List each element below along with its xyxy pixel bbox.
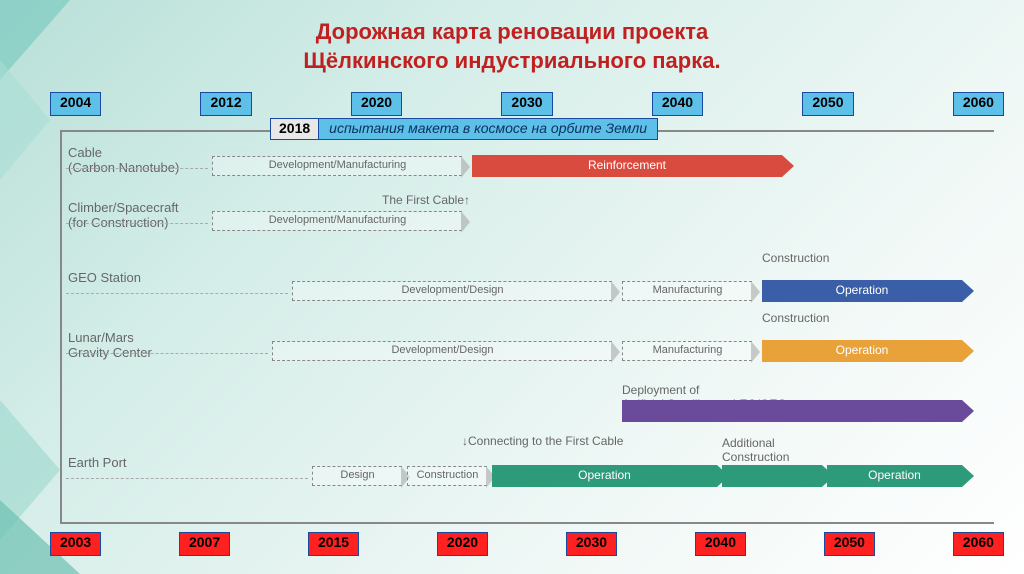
- row-label: Earth Port: [68, 456, 198, 471]
- annotation: The First Cable↑: [382, 193, 470, 207]
- phase-dashed: Design: [312, 466, 402, 486]
- phase-dashed: Manufacturing: [622, 281, 752, 301]
- annotation: ↓Connecting to the First Cable: [462, 434, 623, 448]
- bottom-year: 2050: [824, 532, 875, 556]
- gantt-chart: Cable(Carbon Nanotube) Development/Manufa…: [60, 130, 994, 524]
- phase-solid: [722, 465, 822, 487]
- phase-solid: Operation: [762, 280, 962, 302]
- bottom-year-axis: 2003 2007 2015 2020 2030 2040 2050 2060: [50, 532, 1004, 556]
- bottom-year: 2060: [953, 532, 1004, 556]
- gantt-row: Earth Port↓Connecting to the First Cable…: [62, 452, 994, 512]
- phase-dashed: Construction: [407, 466, 487, 486]
- phase-dashed: Development/Manufacturing: [212, 156, 462, 176]
- phase-solid: Operation: [762, 340, 962, 362]
- overlay-year: 2018: [270, 118, 319, 140]
- top-year: 2030: [501, 92, 552, 116]
- gantt-row: GEO Station Construction Development/Desig…: [62, 267, 994, 327]
- gantt-row: Cable(Carbon Nanotube) Development/Manufa…: [62, 142, 994, 202]
- top-year: 2040: [652, 92, 703, 116]
- row-label: Lunar/MarsGravity Center: [68, 331, 198, 361]
- phase-dashed: Development/Design: [292, 281, 612, 301]
- phase-solid: Reinforcement: [472, 155, 782, 177]
- top-year: 2020: [351, 92, 402, 116]
- gantt-row: Climber/Spacecraft(for Construction)The …: [62, 197, 994, 257]
- row-label: Cable(Carbon Nanotube): [68, 146, 198, 176]
- bottom-year: 2007: [179, 532, 230, 556]
- bottom-year: 2030: [566, 532, 617, 556]
- slide-title: Дорожная карта реновации проекта Щёлкинс…: [0, 0, 1024, 75]
- bottom-year: 2020: [437, 532, 488, 556]
- top-year: 2012: [200, 92, 251, 116]
- row-label: GEO Station: [68, 271, 198, 286]
- row-label: Climber/Spacecraft(for Construction): [68, 201, 198, 231]
- overlay-note: испытания макета в космосе на орбите Зем…: [319, 118, 658, 140]
- phase-solid: Operation: [492, 465, 717, 487]
- annotation: AdditionalConstruction: [722, 436, 789, 464]
- annotation: Construction: [762, 251, 829, 265]
- title-line-2: Щёлкинского индустриального парка.: [303, 48, 720, 73]
- bottom-year: 2015: [308, 532, 359, 556]
- title-line-1: Дорожная карта реновации проекта: [316, 19, 709, 44]
- top-year: 2004: [50, 92, 101, 116]
- bottom-year: 2040: [695, 532, 746, 556]
- gantt-row: Lunar/MarsGravity CenterConstructionDeve…: [62, 327, 994, 387]
- top-year: 2060: [953, 92, 1004, 116]
- phase-dashed: Development/Design: [272, 341, 612, 361]
- phase-solid: [622, 400, 962, 422]
- top-year-axis: 2004 2012 2020 2030 2040 2050 2060: [50, 92, 1004, 116]
- phase-solid: Operation: [827, 465, 962, 487]
- phase-dashed: Manufacturing: [622, 341, 752, 361]
- overlay-2018: 2018 испытания макета в космосе на орбит…: [270, 118, 658, 140]
- phase-dashed: Development/Manufacturing: [212, 211, 462, 231]
- annotation: Construction: [762, 311, 829, 325]
- top-year: 2050: [802, 92, 853, 116]
- bottom-year: 2003: [50, 532, 101, 556]
